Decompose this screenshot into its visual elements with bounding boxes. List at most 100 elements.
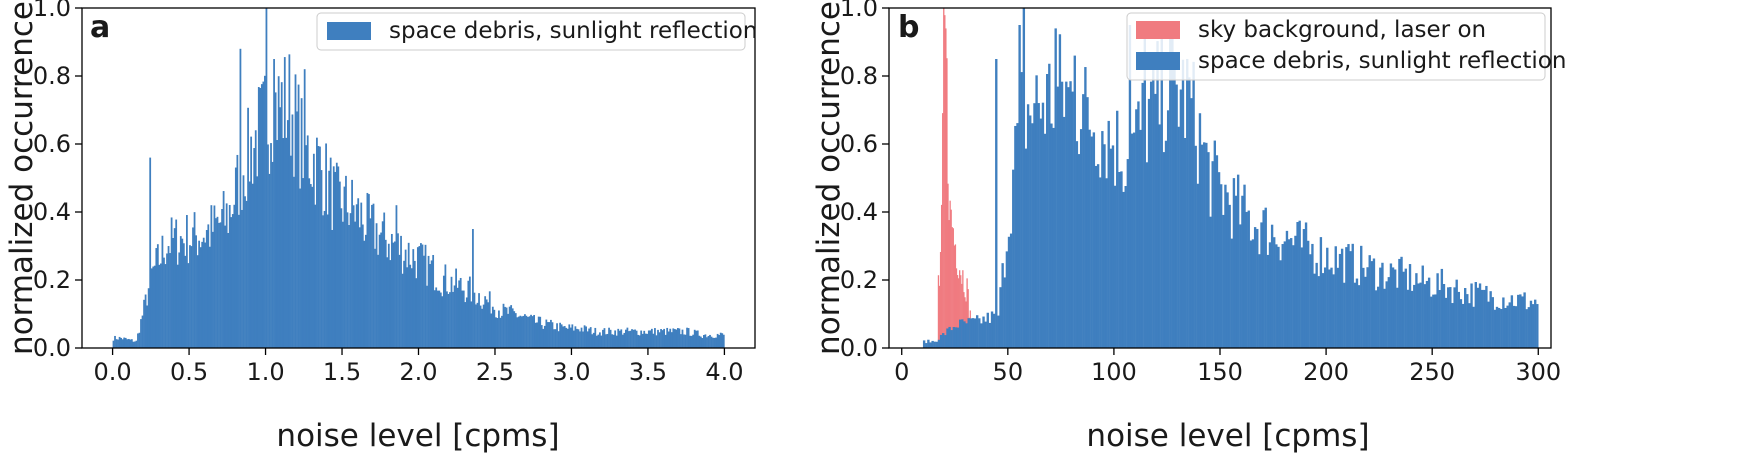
- histogram-bar: [343, 186, 346, 348]
- histogram-bar: [1343, 282, 1346, 348]
- histogram-bar: [1468, 303, 1471, 348]
- histogram-bar: [420, 243, 422, 348]
- histogram-bar: [380, 232, 383, 348]
- histogram-bar: [276, 140, 279, 348]
- histogram-bar: [1415, 273, 1418, 348]
- histogram-bar: [1349, 251, 1352, 348]
- histogram-bar: [1058, 34, 1062, 349]
- histogram-bar: [274, 92, 277, 349]
- histogram-bar: [1366, 267, 1369, 348]
- histogram-bar: [176, 264, 179, 348]
- x-ticks-a: 0.0 0.5 1.0 1.5 2.0 2.5 3.0 3.5 4.0: [94, 348, 743, 386]
- x-tick-label: 300: [1515, 358, 1561, 386]
- histogram-bar: [646, 333, 649, 348]
- histogram-bar: [181, 238, 184, 348]
- histogram-bar: [170, 217, 173, 348]
- histogram-bar: [236, 154, 239, 348]
- histogram-bar: [1200, 144, 1204, 348]
- histogram-bar: [134, 341, 136, 348]
- histogram-bar: [302, 178, 305, 348]
- histogram-bar: [1188, 77, 1191, 348]
- histogram-bar: [155, 248, 158, 348]
- histogram-bar: [533, 314, 535, 348]
- histogram-bar: [1438, 290, 1441, 348]
- histogram-bar: [210, 205, 213, 348]
- histogram-bar: [1457, 291, 1461, 348]
- histogram-bar: [537, 316, 540, 348]
- x-tick-label: 0: [894, 358, 909, 386]
- histogram-bar: [1472, 306, 1475, 348]
- histogram-bar: [208, 246, 211, 348]
- histogram-bar: [498, 310, 500, 348]
- histogram-bar: [1330, 267, 1333, 348]
- histogram-bar: [1183, 137, 1187, 348]
- histogram-bar: [1504, 307, 1507, 348]
- histogram-bar: [1177, 126, 1180, 348]
- histogram-bar: [1290, 238, 1293, 348]
- histogram-bar: [468, 276, 471, 348]
- histogram-bar: [652, 333, 655, 348]
- histogram-bar: [940, 204, 943, 348]
- histogram-bar: [947, 183, 949, 348]
- histogram-bar: [1427, 277, 1431, 348]
- histogram-bar: [1001, 263, 1004, 348]
- histogram-bar: [536, 322, 539, 348]
- histogram-bar: [371, 204, 373, 348]
- x-tick-label: 250: [1409, 358, 1455, 386]
- histogram-bar: [394, 241, 396, 348]
- histogram-bar: [1281, 244, 1284, 348]
- histogram-bar: [464, 302, 467, 348]
- histogram-bar: [1311, 243, 1314, 348]
- histogram-bar: [543, 325, 546, 348]
- histogram-bar: [175, 219, 178, 348]
- histogram-bar: [189, 245, 191, 348]
- histogram-bar: [381, 221, 384, 348]
- histogram-bar: [664, 334, 667, 348]
- histogram-bar: [1067, 87, 1070, 348]
- histogram-bar: [398, 254, 401, 348]
- histogram-bar: [439, 292, 442, 348]
- histogram-bar: [401, 273, 404, 348]
- histogram-bar: [250, 136, 253, 348]
- histogram-bar: [1181, 59, 1185, 349]
- histogram-bar: [1466, 294, 1469, 348]
- histogram-bar: [722, 334, 725, 348]
- histogram-bar: [510, 305, 513, 348]
- histogram-bar: [1213, 140, 1216, 348]
- histogram-bar: [695, 330, 698, 348]
- legend-b-swatch-space-debris: [1136, 52, 1180, 70]
- histogram-bar: [1029, 115, 1032, 348]
- histogram-bar: [586, 331, 589, 348]
- histogram-bar: [297, 84, 300, 348]
- histogram-bar: [467, 280, 470, 348]
- histogram-bar: [1523, 292, 1526, 348]
- histogram-bar: [158, 264, 161, 348]
- histogram-bar: [1145, 162, 1149, 348]
- histogram-bar: [132, 341, 135, 348]
- histogram-bar: [245, 200, 248, 348]
- histogram-bar: [954, 327, 958, 348]
- histogram-bar: [1169, 37, 1172, 349]
- histogram-bar: [569, 327, 572, 348]
- histogram-bar: [484, 296, 487, 348]
- histogram-bar: [1247, 210, 1250, 348]
- y-tick-label: 0.8: [840, 62, 878, 90]
- histogram-bar: [314, 204, 317, 348]
- histogram-bar: [280, 82, 283, 349]
- histogram-bar: [305, 145, 308, 348]
- histogram-bar: [1109, 148, 1113, 348]
- histogram-bar: [363, 240, 366, 348]
- histogram-bar: [130, 339, 133, 348]
- histogram-bar: [1113, 185, 1117, 348]
- histogram-bar: [127, 338, 130, 348]
- histogram-bar: [1071, 91, 1074, 348]
- histogram-bar: [224, 225, 227, 348]
- histogram-bar: [421, 244, 424, 348]
- histogram-bar: [169, 253, 171, 348]
- histogram-bar: [966, 278, 968, 348]
- histogram-bar: [1096, 164, 1100, 348]
- histogram-bar: [1400, 256, 1403, 348]
- histogram-bar: [1372, 258, 1376, 348]
- x-tick-label: 2.5: [476, 358, 514, 386]
- histogram-bar: [1192, 61, 1195, 349]
